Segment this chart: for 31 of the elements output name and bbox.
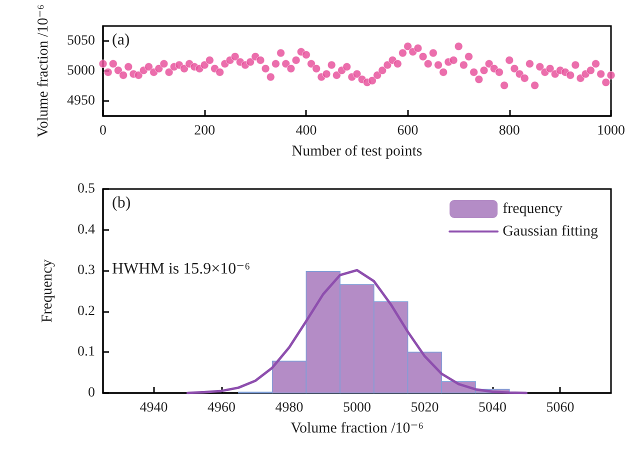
y-tick-label: 0.5 <box>78 182 95 196</box>
legend-label: frequency <box>502 201 564 217</box>
y-axis-title: Frequency <box>40 258 56 323</box>
y-tick-label: 4950 <box>67 94 95 108</box>
x-tick-label: 4980 <box>275 400 304 416</box>
y-tick-label: 0.4 <box>78 222 95 238</box>
y-tick-label: 0.2 <box>78 304 95 319</box>
x-tick-label: 200 <box>194 124 216 138</box>
y-tick-label: 5050 <box>67 34 95 48</box>
x-tick-label: 400 <box>296 124 317 138</box>
x-axis-title: Volume fraction /10⁻⁶ <box>290 420 424 436</box>
x-tick-label: 5060 <box>546 400 574 416</box>
x-tick-label: 4940 <box>140 400 168 416</box>
y-tick-label: 0.1 <box>78 344 95 360</box>
x-tick-label: 5020 <box>410 400 439 416</box>
annotation: (a) <box>112 32 130 48</box>
annotation: (b) <box>112 194 131 212</box>
x-tick-label: 5040 <box>478 400 506 416</box>
y-tick-label: 0.3 <box>78 263 95 278</box>
x-tick-label: 600 <box>397 124 418 138</box>
x-axis-title: Number of test points <box>292 144 422 160</box>
y-axis-title: Volume fraction /10⁻⁶ <box>36 4 52 138</box>
x-tick-label: 1000 <box>597 124 625 138</box>
y-tick-label: 5000 <box>67 64 95 78</box>
y-tick-label: 0 <box>88 386 95 400</box>
legend-label: Gaussian fitting <box>502 224 598 240</box>
x-tick-label: 0 <box>100 124 106 138</box>
x-tick-label: 800 <box>498 124 520 138</box>
x-tick-label: 4960 <box>208 400 236 416</box>
annotation: HWHM is 15.9×10⁻⁶ <box>112 260 250 278</box>
x-tick-label: 5000 <box>343 400 371 416</box>
